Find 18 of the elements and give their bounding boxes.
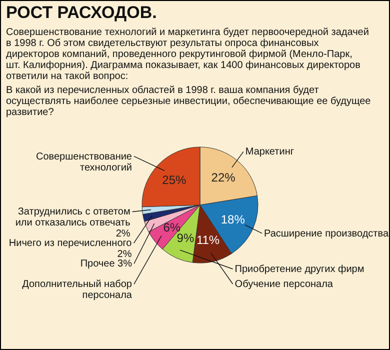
text: В какой из перечисленных областей в 1998 г. ваша компания будет осуществлять наиболее серьезные инвестиции, обеспечивающие ее будущее развитие? (6, 85, 372, 118)
slice-label: Ничего из перечисленного (8, 238, 132, 250)
data-label: 11% (196, 233, 220, 248)
slice-label: Обучение персонала (234, 279, 334, 290)
slice-label: Затруднились с ответом или отказались отвечать (15, 206, 130, 229)
slice-label: Приобретение других фирм (234, 264, 364, 276)
data-label: 2% (116, 228, 130, 240)
chart-title: РОСТ РАСХОДОВ. (6, 3, 157, 22)
slice-label: Маркетинг (245, 146, 294, 158)
data-label: 25% (162, 172, 186, 187)
chart-subtitle: Совершенствование технологий и маркетинга будет первоочередной задачей в 1998 г. Об этом свидетельствуют результаты опроса финансовых директоров компаний, проведенного рекрутинговой фирмой (Менло-Парк, шт. Калифорния). Диаграмма показывает, как 1400 финансовых директоров ответили на такой вопрос: (6, 27, 369, 82)
data-label: 22% (211, 170, 236, 185)
slice-label: Дополнительный набор персонала (22, 279, 132, 302)
slice-label: Совершенствование технологий (36, 151, 132, 174)
slice-label: Прочее 3% (80, 258, 132, 270)
data-label: 2% (117, 249, 132, 260)
slice-label: Расширение производства (264, 228, 389, 240)
data-label: 18% (220, 212, 246, 227)
